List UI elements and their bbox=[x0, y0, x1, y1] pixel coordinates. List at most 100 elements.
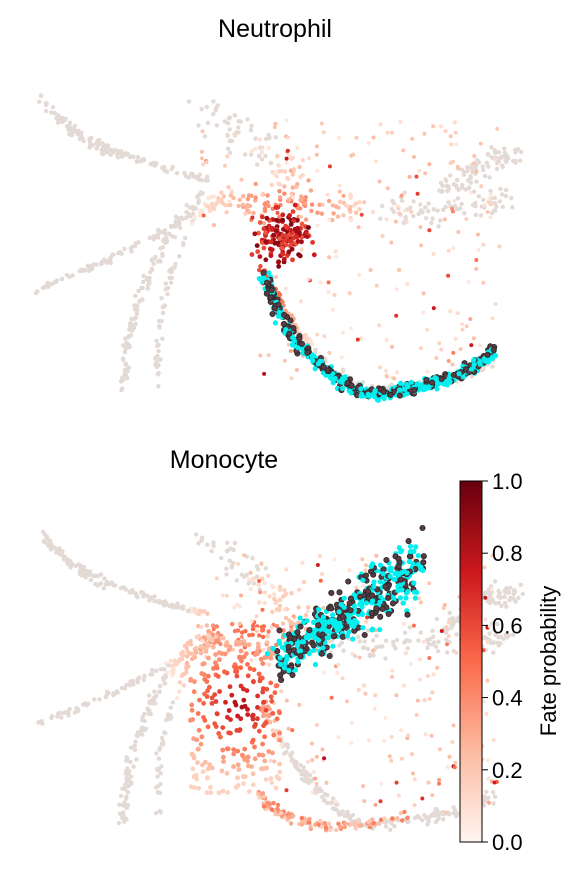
cell-point bbox=[211, 543, 216, 549]
cell-point bbox=[157, 745, 163, 751]
cell-point bbox=[224, 566, 229, 571]
cell-point bbox=[349, 326, 353, 331]
cell-point bbox=[74, 705, 79, 711]
cell-point bbox=[103, 582, 109, 587]
cell-point-high bbox=[196, 746, 201, 752]
cell-point bbox=[262, 208, 268, 214]
cell-point bbox=[121, 357, 126, 363]
cell-point bbox=[491, 650, 496, 655]
fate-cell-point bbox=[292, 667, 298, 673]
cell-point-high bbox=[190, 651, 196, 657]
cell-point bbox=[516, 595, 521, 601]
cell-point bbox=[318, 280, 323, 285]
cell-point bbox=[209, 201, 215, 207]
cell-point bbox=[125, 369, 130, 374]
fate-cell-point bbox=[294, 629, 301, 636]
cell-point bbox=[361, 583, 366, 588]
cell-point bbox=[402, 190, 407, 195]
cell-point bbox=[363, 691, 368, 696]
cell-point bbox=[193, 206, 198, 211]
cell-point bbox=[237, 197, 242, 202]
cell-point bbox=[504, 586, 509, 592]
cell-point bbox=[468, 190, 473, 195]
fate-cell-point bbox=[410, 561, 416, 567]
cell-point-high bbox=[281, 256, 287, 262]
cell-point bbox=[258, 353, 263, 358]
cell-point bbox=[123, 344, 128, 349]
cell-point bbox=[485, 151, 491, 157]
cell-point bbox=[439, 347, 444, 352]
cell-point bbox=[301, 765, 306, 770]
cell-point bbox=[299, 815, 305, 821]
cell-point-high bbox=[235, 762, 241, 768]
cell-point bbox=[442, 217, 447, 222]
fate-cell-point bbox=[377, 562, 384, 568]
cell-point bbox=[326, 821, 331, 826]
cell-point bbox=[474, 169, 479, 174]
fate-cell-point bbox=[446, 376, 452, 382]
cell-point bbox=[488, 215, 493, 220]
cell-point bbox=[320, 572, 325, 576]
cell-point-high bbox=[214, 711, 220, 717]
cell-point-high bbox=[210, 644, 216, 650]
cell-point bbox=[197, 172, 202, 177]
cell-point-high bbox=[213, 660, 218, 666]
cell-point bbox=[350, 652, 355, 656]
cell-point bbox=[232, 132, 237, 137]
cell-point bbox=[270, 169, 275, 175]
cell-point bbox=[177, 254, 182, 259]
fate-cell-point bbox=[352, 617, 358, 624]
cell-point bbox=[422, 131, 427, 136]
cell-point bbox=[222, 119, 227, 124]
cell-point bbox=[79, 134, 84, 139]
fate-cell-point bbox=[295, 345, 301, 351]
cell-point bbox=[378, 216, 383, 221]
cell-point bbox=[273, 135, 278, 140]
fate-cell-point bbox=[405, 383, 411, 390]
cell-point bbox=[272, 125, 277, 130]
cell-point-high bbox=[282, 237, 287, 243]
fate-cell-point bbox=[282, 660, 289, 666]
fate-cell-point bbox=[408, 379, 414, 385]
cell-point bbox=[61, 557, 67, 562]
fate-cell-point bbox=[400, 600, 406, 606]
cell-point bbox=[168, 223, 174, 229]
cell-point bbox=[273, 812, 278, 817]
cell-point bbox=[399, 193, 404, 198]
cell-point bbox=[503, 151, 508, 157]
cell-point bbox=[476, 232, 480, 237]
cell-point bbox=[453, 760, 458, 765]
cell-point-high bbox=[274, 217, 279, 223]
cell-point bbox=[251, 581, 257, 586]
cell-point bbox=[186, 175, 191, 180]
cell-point bbox=[466, 185, 471, 191]
cell-point bbox=[156, 384, 161, 389]
cell-point bbox=[365, 615, 370, 620]
cell-point bbox=[445, 650, 450, 655]
cell-point bbox=[243, 629, 248, 634]
cell-point bbox=[216, 196, 221, 201]
fate-cell-point bbox=[263, 279, 271, 286]
cell-point bbox=[334, 254, 339, 259]
cell-point bbox=[374, 553, 379, 558]
cell-point bbox=[454, 177, 460, 183]
cell-point bbox=[128, 759, 133, 765]
cell-point bbox=[310, 758, 315, 763]
fate-cell-point bbox=[260, 269, 267, 276]
cell-point bbox=[274, 624, 280, 629]
cell-point-high bbox=[226, 708, 232, 713]
fate-cell-point bbox=[272, 320, 278, 326]
cell-point bbox=[303, 613, 309, 618]
cell-point bbox=[266, 629, 271, 634]
cell-point bbox=[181, 242, 186, 247]
fate-cell-point bbox=[295, 659, 301, 665]
cell-point bbox=[450, 616, 455, 621]
cell-point bbox=[164, 239, 169, 245]
cell-point-high bbox=[190, 766, 196, 772]
cell-point bbox=[492, 579, 498, 584]
cell-point bbox=[393, 219, 398, 224]
cell-point bbox=[171, 667, 176, 672]
cell-point-high bbox=[225, 790, 231, 795]
cell-point bbox=[227, 127, 232, 132]
cell-point bbox=[493, 302, 498, 306]
